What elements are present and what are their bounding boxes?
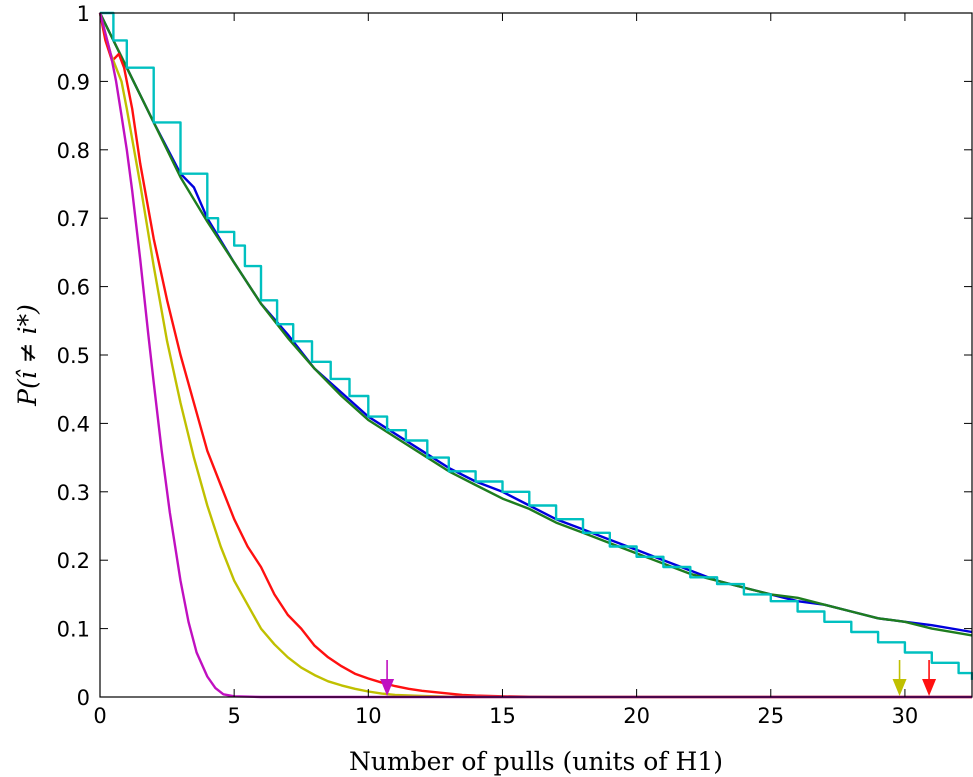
y-tick-label: 0 <box>77 686 90 710</box>
x-tick-label: 20 <box>623 704 650 728</box>
annotation-layer <box>380 660 937 696</box>
y-tick-label: 0.3 <box>57 481 90 505</box>
y-tick-label: 1 <box>77 2 90 26</box>
series-layer <box>98 11 973 699</box>
arrow-marker-2 <box>892 660 907 696</box>
y-tick-label: 0.4 <box>57 412 90 436</box>
x-tick-label: 10 <box>355 704 382 728</box>
series-line-3 <box>100 11 973 680</box>
y-tick-label: 0.6 <box>57 276 90 300</box>
x-tick-label: 0 <box>93 704 106 728</box>
y-tick-label: 0.5 <box>57 344 90 368</box>
arrow-marker-3 <box>922 660 937 696</box>
tick-layer: 0 5 10 15 20 25 30 0 0.1 0.2 0.3 0.4 0.5 0.6 0.7 0.8 0.9… <box>57 2 972 728</box>
x-tick-label: 25 <box>757 704 784 728</box>
y-axis-label: P(î ≠ i*) <box>13 304 42 407</box>
x-tick-label: 5 <box>227 704 240 728</box>
y-tick-label: 0.8 <box>57 139 90 163</box>
x-axis-label: Number of pulls (units of H1) <box>349 747 723 776</box>
y-tick-label: 0.2 <box>57 549 90 573</box>
y-tick-label: 0.1 <box>57 618 90 642</box>
x-tick-label: 15 <box>489 704 516 728</box>
x-tick-label: 30 <box>892 704 919 728</box>
series-line-2 <box>98 12 973 637</box>
arrow-marker-1 <box>380 660 395 696</box>
y-tick-label: 0.9 <box>57 70 90 94</box>
y-tick-label: 0.7 <box>57 207 90 231</box>
plot-area <box>100 13 972 697</box>
